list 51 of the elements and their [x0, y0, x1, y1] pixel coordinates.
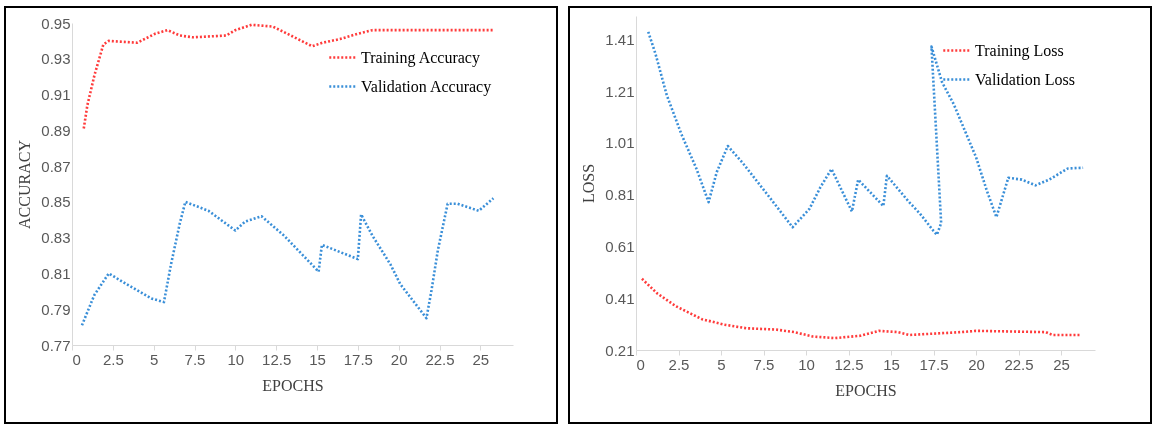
x-tick-label: 5 [149, 350, 159, 368]
y-tick-label: 0.85 [41, 193, 71, 211]
x-tick-label: 15 [309, 350, 326, 368]
x-tick-label: 20 [390, 350, 408, 368]
x-tick-label: 25 [1053, 355, 1070, 373]
x-tick-label: 22.5 [1004, 355, 1034, 373]
y-tick-label: 0.77 [41, 336, 71, 354]
y-tick-label: 1.41 [605, 30, 635, 48]
y-tick-label: 0.83 [41, 229, 71, 247]
x-tick-label: 17.5 [343, 350, 373, 368]
y-tick-label: 0.61 [605, 237, 635, 255]
x-tick-label: 0 [72, 350, 81, 368]
x-tick-label: 15 [883, 355, 900, 373]
x-tick-label: 7.5 [753, 355, 775, 373]
y-tick-label: 0.81 [605, 186, 635, 204]
x-tick-label: 10 [227, 350, 245, 368]
line-series [80, 197, 495, 327]
legend-label: Training Loss [975, 41, 1064, 60]
x-tick-label: 17.5 [919, 355, 949, 373]
y-tick-label: 1.01 [605, 134, 635, 152]
legend-label: Validation Loss [975, 70, 1076, 88]
y-tick-label: 0.21 [605, 341, 635, 359]
x-tick-label: 7.5 [184, 350, 206, 368]
y-tick-label: 0.41 [605, 289, 635, 307]
y-tick-label: 0.91 [41, 86, 71, 104]
legend-label: Training Accuracy [361, 48, 480, 67]
x-tick-label: 2.5 [102, 350, 124, 368]
y-tick-label: 0.95 [41, 14, 71, 32]
x-tick-label: 2.5 [668, 355, 690, 373]
y-tick-label: 0.89 [41, 121, 71, 139]
x-tick-label: 0 [636, 355, 645, 373]
x-tick-label: 20 [968, 355, 985, 373]
y-tick-label: 0.81 [41, 264, 71, 282]
x-tick-label: 25 [472, 350, 490, 368]
y-tick-label: 0.87 [41, 157, 71, 175]
y-axis-title: LOSS [580, 163, 598, 204]
y-tick-label: 0.79 [41, 300, 71, 318]
line-series [646, 30, 1085, 237]
y-axis-title: ACCURACY [16, 139, 34, 229]
line-series [640, 277, 1082, 340]
y-tick-label: 0.93 [41, 50, 71, 68]
x-tick-label: 12.5 [834, 355, 864, 373]
legend-label: Validation Accuracy [361, 77, 492, 96]
y-tick-label: 1.21 [605, 82, 635, 100]
x-axis-title: EPOCHS [262, 376, 324, 394]
x-axis-title: EPOCHS [835, 381, 897, 399]
x-tick-label: 5 [717, 355, 726, 373]
x-tick-label: 22.5 [425, 350, 455, 368]
x-tick-label: 12.5 [262, 350, 292, 368]
x-tick-label: 10 [798, 355, 815, 373]
line-series [82, 23, 495, 130]
